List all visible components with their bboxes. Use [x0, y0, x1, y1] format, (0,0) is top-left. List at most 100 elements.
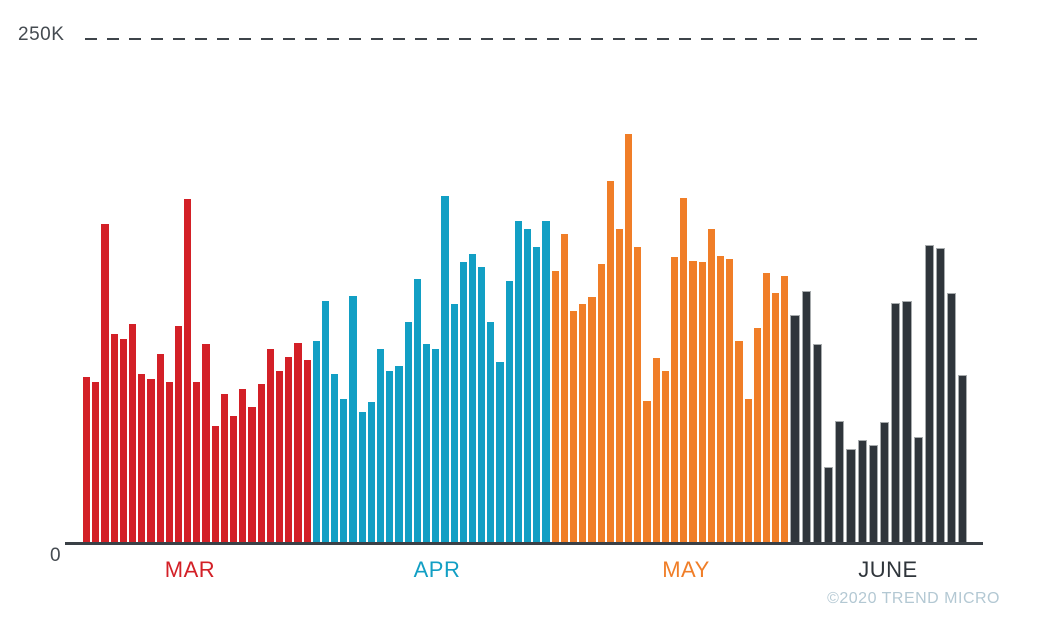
x-axis-baseline	[65, 542, 983, 545]
bar-mar	[266, 348, 274, 542]
bar-june	[857, 440, 867, 542]
bar-mar	[92, 382, 100, 542]
bar-apr	[349, 295, 357, 542]
bar-mar	[101, 224, 109, 542]
bar-mar	[230, 416, 238, 542]
bar-apr	[340, 399, 348, 542]
month-label-june: JUNE	[858, 557, 918, 582]
bar-may	[726, 259, 734, 542]
month-label-mar: MAR	[164, 557, 216, 582]
bar-mar	[174, 325, 183, 542]
bar-may	[762, 273, 771, 542]
bar-mar	[128, 323, 137, 542]
bar-may	[551, 271, 559, 542]
bar-apr	[312, 340, 320, 542]
bar-may	[597, 264, 605, 542]
bar-may	[652, 357, 660, 542]
bar-mar	[83, 377, 91, 542]
y-axis-label-250k: 250K	[18, 24, 65, 45]
bar-mar	[248, 407, 256, 542]
bar-june	[868, 445, 878, 542]
bar-may	[671, 257, 679, 542]
bar-june	[879, 422, 890, 542]
bar-apr	[450, 303, 458, 542]
bar-june	[958, 375, 968, 542]
bar-apr	[432, 348, 440, 542]
bar-apr	[542, 221, 550, 542]
bar-mar	[239, 389, 247, 542]
bar-may	[753, 327, 761, 542]
bar-may	[707, 229, 715, 542]
bar-mar	[275, 370, 284, 542]
bar-may	[781, 276, 789, 542]
bar-may	[569, 310, 578, 542]
bar-may	[689, 261, 697, 542]
bars-area	[82, 39, 968, 542]
bar-may	[643, 401, 651, 542]
bar-may	[772, 292, 780, 542]
bar-may	[615, 229, 624, 542]
bar-may	[680, 197, 688, 542]
bar-apr	[524, 229, 532, 542]
bar-june	[846, 449, 856, 542]
bar-apr	[377, 348, 385, 542]
bar-mar	[184, 198, 192, 542]
bar-june	[891, 302, 901, 542]
bar-mar	[303, 359, 311, 542]
bar-apr	[413, 279, 421, 542]
bar-apr	[321, 300, 330, 542]
bar-june	[924, 245, 934, 542]
bar-june	[790, 314, 800, 542]
bar-june	[801, 290, 811, 542]
bar-apr	[496, 361, 504, 542]
bar-mar	[257, 384, 265, 542]
bar-mar	[110, 333, 118, 542]
y-axis-label-zero: 0	[50, 545, 61, 566]
bar-apr	[395, 365, 403, 542]
bar-apr	[468, 254, 477, 542]
bar-apr	[367, 402, 375, 542]
bar-mar	[202, 343, 210, 542]
bar-mar	[156, 353, 164, 542]
bar-may	[634, 247, 642, 542]
bar-apr	[331, 374, 339, 542]
bar-may	[698, 262, 706, 542]
bar-may	[661, 370, 669, 542]
bar-june	[935, 248, 946, 542]
copyright-watermark: ©2020 TREND MICRO	[827, 590, 1000, 607]
bar-mar	[165, 382, 173, 542]
bar-mar	[220, 394, 228, 542]
bar-apr	[386, 370, 394, 542]
bar-apr	[478, 267, 486, 542]
bar-apr	[459, 262, 467, 542]
bar-mar	[285, 356, 293, 542]
bar-apr	[487, 321, 495, 542]
bar-may	[588, 296, 596, 542]
bar-apr	[441, 195, 449, 542]
bar-may	[744, 399, 752, 542]
bar-mar	[193, 382, 201, 542]
bar-june	[947, 292, 957, 542]
bar-may	[579, 303, 587, 542]
bar-apr	[514, 221, 522, 542]
bar-apr	[404, 321, 412, 542]
bar-mar	[138, 374, 146, 542]
bar-mar	[294, 342, 302, 542]
month-label-may: MAY	[662, 557, 710, 582]
bar-may	[716, 256, 725, 542]
bar-may	[625, 133, 633, 542]
bar-mar	[147, 379, 155, 542]
bar-may	[560, 234, 568, 542]
bar-mar	[211, 426, 219, 542]
bar-apr	[358, 412, 366, 542]
bar-june	[824, 466, 834, 542]
bar-mar	[119, 338, 127, 542]
month-label-apr: APR	[413, 557, 461, 582]
bar-june	[913, 437, 923, 542]
bar-may	[606, 180, 614, 542]
reference-dashed-line-250k	[85, 38, 982, 40]
bar-apr	[505, 281, 513, 542]
bar-june	[835, 421, 845, 542]
bar-june	[812, 343, 822, 542]
